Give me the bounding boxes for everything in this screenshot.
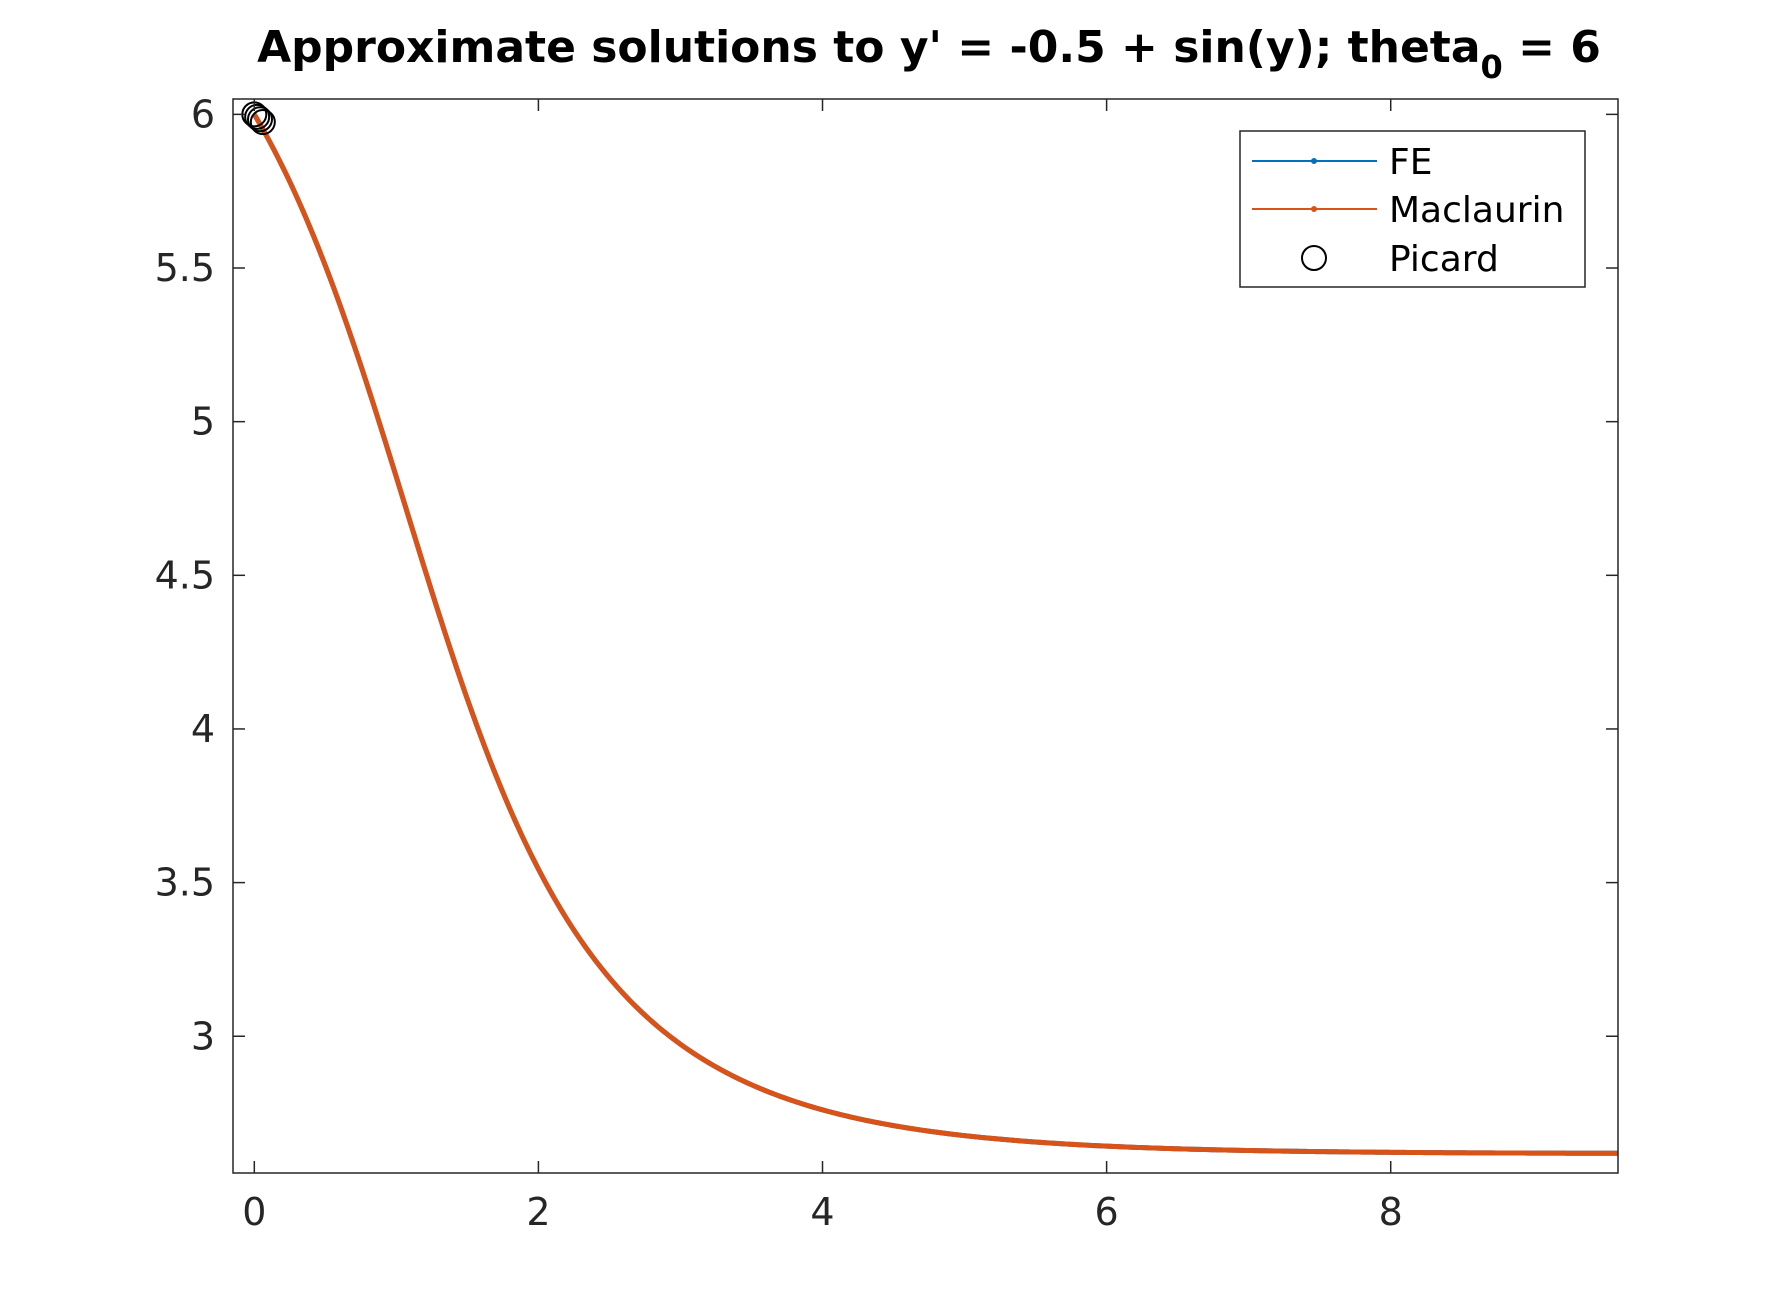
legend-label-maclaurin: Maclaurin: [1389, 190, 1564, 231]
y-tick-label: 4.5: [155, 553, 215, 597]
x-tick-label: 6: [1095, 1190, 1119, 1234]
x-tick-label: 8: [1379, 1190, 1403, 1234]
x-tick-label: 2: [526, 1190, 550, 1234]
legend-label-picard: Picard: [1389, 239, 1499, 280]
y-tick-label: 6: [191, 92, 215, 136]
legend-marker-fe: [1311, 158, 1317, 164]
legend-marker-maclaurin: [1311, 206, 1317, 212]
y-tick-label: 3.5: [155, 861, 215, 905]
y-tick-label: 3: [191, 1014, 215, 1058]
y-tick-label: 5.5: [155, 246, 215, 290]
y-tick-label: 5: [191, 400, 215, 444]
y-tick-label: 4: [191, 707, 215, 751]
chart-title-subscript: 0: [1481, 48, 1503, 86]
legend-label-fe: FE: [1389, 142, 1432, 183]
chart-title-suffix: = 6: [1503, 22, 1601, 73]
x-tick-label: 4: [810, 1190, 834, 1234]
chart-title-main: Approximate solutions to y' = -0.5 + sin…: [257, 22, 1480, 73]
x-tick-label: 0: [242, 1190, 266, 1234]
legend: FE Maclaurin Picard: [1240, 131, 1585, 287]
